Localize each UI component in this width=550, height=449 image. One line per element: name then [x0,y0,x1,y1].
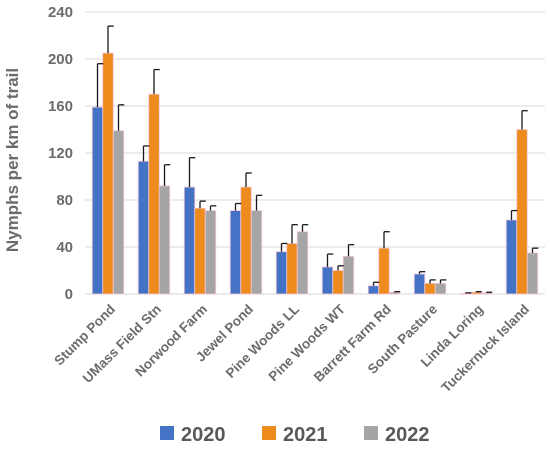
bar-2020 [459,293,472,295]
y-tick-label: 120 [48,145,73,162]
y-tick-label: 200 [48,51,73,68]
bar-2022 [250,210,263,295]
bar-2021 [148,93,160,295]
bar-2020 [367,285,380,295]
legend-label-2022: 2022 [385,424,430,446]
y-tick-label: 40 [56,239,73,256]
bar-2021 [286,243,298,295]
bar-2020 [229,210,242,295]
y-tick-label: 80 [56,192,73,209]
x-tick-label: Pine Woods WT [266,301,349,384]
legend: 2020 2021 2022 [160,424,430,446]
bar-2022 [342,255,355,295]
bar-2022 [158,185,171,295]
bar-2022 [204,210,217,295]
y-tick-label: 160 [48,98,73,115]
y-tick-label: 0 [65,286,73,303]
bar-2020 [183,186,196,295]
bar-2021 [424,283,436,295]
bar-2020 [275,251,288,295]
legend-swatch-2021 [262,426,276,440]
bar-2021 [516,129,528,295]
x-tick-label: Tuckernuck Island [438,302,532,396]
x-tick-label: UMass Field Stn [80,302,164,386]
y-axis-title: Nymphs per km of trail [3,68,22,252]
bar-2021 [194,207,206,295]
legend-label-2021: 2021 [283,424,328,446]
bar-2022 [480,292,493,295]
bar-2022 [112,130,125,295]
bar-2021 [102,52,114,295]
bar-2021 [378,247,390,295]
y-tick-label: 240 [48,4,73,21]
bar-2022 [434,283,447,295]
bars [91,52,539,295]
bar-2022 [526,252,539,295]
bar-2021 [470,291,482,295]
legend-label-2020: 2020 [181,424,226,446]
x-tick-label: Barrett Farm Rd [311,302,394,385]
bar-2020 [321,266,334,295]
error-bars [96,25,539,294]
bar-2022 [388,291,401,295]
bar-2021 [332,270,344,295]
bar-2020 [413,273,426,295]
bar-2020 [91,106,104,295]
legend-swatch-2020 [160,426,174,440]
bar-2020 [505,219,518,295]
bar-2021 [240,186,252,295]
bar-2020 [137,160,150,295]
bar-2022 [296,231,309,295]
legend-swatch-2022 [364,426,378,440]
